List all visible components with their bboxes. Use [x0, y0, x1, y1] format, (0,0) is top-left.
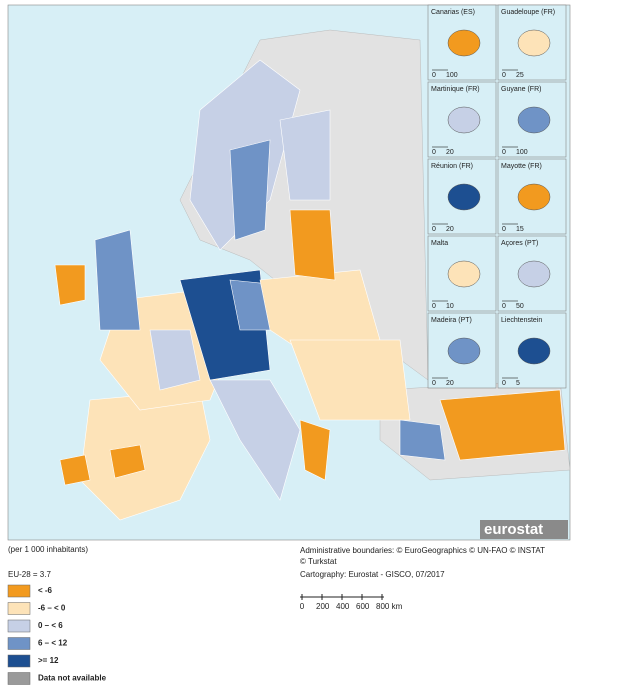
credit: Cartography: Eurostat - GISCO, 07/2017: [300, 570, 445, 579]
inset-scale-label: 10: [446, 303, 454, 310]
inset-region: [517, 337, 551, 365]
region: [439, 389, 566, 461]
inset-scale-label: 0: [502, 303, 506, 310]
inset-scale-label: 100: [446, 72, 458, 79]
inset-label: Liechtenstein: [501, 317, 542, 324]
region: [279, 109, 331, 201]
inset-label: Madeira (PT): [431, 317, 472, 324]
inset-region: [517, 183, 551, 211]
inset-region: [517, 260, 551, 288]
legend-label: < -6: [38, 586, 53, 595]
legend-label: 0 – < 6: [38, 621, 63, 630]
inset-region: [447, 29, 481, 57]
scale-label: 200: [316, 602, 330, 611]
inset-scale-label: 100: [516, 149, 528, 156]
legend-swatch: [7, 584, 31, 598]
region: [59, 454, 91, 486]
inset-scale-label: 0: [502, 380, 506, 387]
region: [299, 419, 331, 481]
inset-region: [447, 106, 481, 134]
legend-swatch: [7, 672, 31, 685]
inset-scale-label: 20: [446, 380, 454, 387]
inset-scale-label: 0: [432, 380, 436, 387]
legend-swatch: [7, 654, 31, 668]
inset-label: Canarias (ES): [431, 9, 475, 16]
region: [289, 209, 336, 281]
region: [399, 419, 446, 461]
inset-label: Guyane (FR): [501, 86, 541, 93]
scale-label: 0: [300, 602, 305, 611]
inset-scale-label: 0: [432, 303, 436, 310]
legend-label: Data not available: [38, 674, 107, 683]
inset-scale-label: 0: [502, 149, 506, 156]
legend-swatch: [7, 602, 31, 615]
inset-scale-label: 20: [446, 226, 454, 233]
inset-label: Malta: [431, 240, 448, 247]
regions: [54, 59, 566, 521]
region: [229, 139, 271, 241]
inset-region: [517, 106, 551, 134]
region: [94, 229, 141, 331]
region: [54, 264, 86, 306]
inset-label: Martinique (FR): [431, 86, 480, 93]
inset-scale-label: 0: [502, 72, 506, 79]
legend-label: -6 – < 0: [38, 604, 66, 613]
scale-label: 800 km: [376, 602, 403, 611]
inset-label: Réunion (FR): [431, 163, 473, 170]
inset-scale-label: 25: [516, 72, 524, 79]
legend-label: 6 – < 12: [38, 639, 68, 648]
legend-swatch: [7, 619, 31, 633]
inset-scale-label: 0: [432, 226, 436, 233]
inset-scale-label: 20: [446, 149, 454, 156]
inset-scale-label: 5: [516, 380, 520, 387]
inset-region: [517, 29, 551, 57]
credit: © Turkstat: [300, 557, 337, 566]
reference: EU-28 = 3.7: [8, 570, 51, 579]
legend-swatch: [7, 637, 31, 650]
region: [289, 339, 411, 421]
brand-box: [480, 520, 568, 539]
inset-region: [447, 260, 481, 288]
scale-label: 400: [336, 602, 350, 611]
inset-scale-label: 0: [432, 72, 436, 79]
inset-label: Mayotte (FR): [501, 163, 542, 170]
inset-scale-label: 0: [432, 149, 436, 156]
region: [149, 329, 201, 391]
inset-region: [447, 183, 481, 211]
scale-label: 600: [356, 602, 370, 611]
inset-label: Açores (PT): [501, 240, 538, 247]
inset-region: [447, 337, 481, 365]
inset-scale-label: 15: [516, 226, 524, 233]
inset-label: Guadeloupe (FR): [501, 9, 555, 16]
brand: eurostat: [484, 521, 543, 538]
inset-scale-label: 50: [516, 303, 524, 310]
inset-scale-label: 0: [502, 226, 506, 233]
unit: (per 1 000 inhabitants): [8, 545, 88, 554]
region: [209, 379, 301, 501]
region: [109, 444, 146, 479]
credit: Administrative boundaries: © EuroGeograp…: [300, 546, 545, 555]
legend-label: >= 12: [38, 656, 59, 665]
